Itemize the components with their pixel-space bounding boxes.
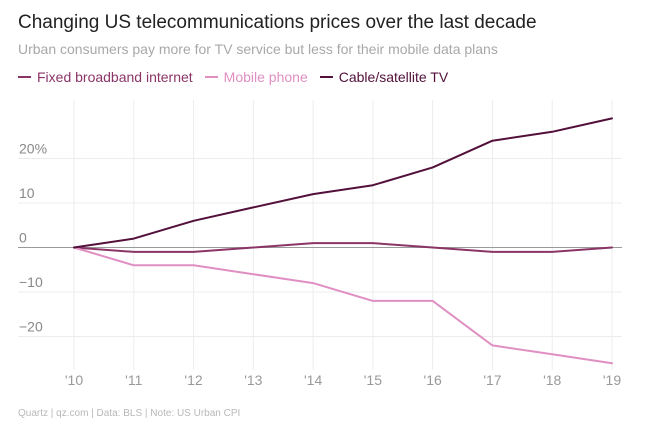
- legend-label-fixed-broadband: Fixed broadband internet: [37, 69, 193, 85]
- x-tick-label: '19: [603, 372, 621, 388]
- series-line-fixed-broadband: [73, 242, 613, 253]
- legend-item-fixed-broadband: Fixed broadband internet: [18, 69, 193, 85]
- y-tick-label: 0: [19, 230, 27, 246]
- x-tick-label: '10: [65, 372, 83, 388]
- legend-label-mobile-phone: Mobile phone: [223, 69, 308, 85]
- y-tick-label: 20%: [19, 141, 47, 157]
- chart-legend: Fixed broadband internet Mobile phone Ca…: [18, 69, 448, 85]
- legend-swatch-mobile-phone: [204, 76, 218, 78]
- x-tick-label: '16: [424, 372, 442, 388]
- series-line-cable-tv: [73, 117, 613, 249]
- y-tick-label: −10: [19, 274, 43, 290]
- y-tick-label: −20: [19, 319, 43, 335]
- chart-title: Changing US telecommunications prices ov…: [18, 12, 537, 33]
- chart-subtitle: Urban consumers pay more for TV service …: [18, 41, 498, 57]
- y-tick-label: 10: [19, 185, 35, 201]
- series-line-mobile-phone: [73, 246, 613, 365]
- x-tick-label: '14: [304, 372, 322, 388]
- legend-swatch-cable-tv: [319, 76, 333, 78]
- x-tick-label: '12: [184, 372, 202, 388]
- legend-swatch-fixed-broadband: [18, 76, 31, 78]
- x-tick-label: '17: [483, 372, 501, 388]
- x-tick-label: '15: [364, 372, 382, 388]
- x-tick-label: '18: [543, 372, 561, 388]
- legend-label-cable-tv: Cable/satellite TV: [338, 69, 449, 85]
- legend-item-mobile-phone: Mobile phone: [204, 69, 308, 85]
- chart-source-note: Quartz | qz.com | Data: BLS | Note: US U…: [18, 408, 241, 419]
- x-tick-label: '11: [125, 372, 142, 388]
- x-tick-label: '13: [244, 372, 262, 388]
- legend-item-cable-tv: Cable/satellite TV: [319, 69, 449, 85]
